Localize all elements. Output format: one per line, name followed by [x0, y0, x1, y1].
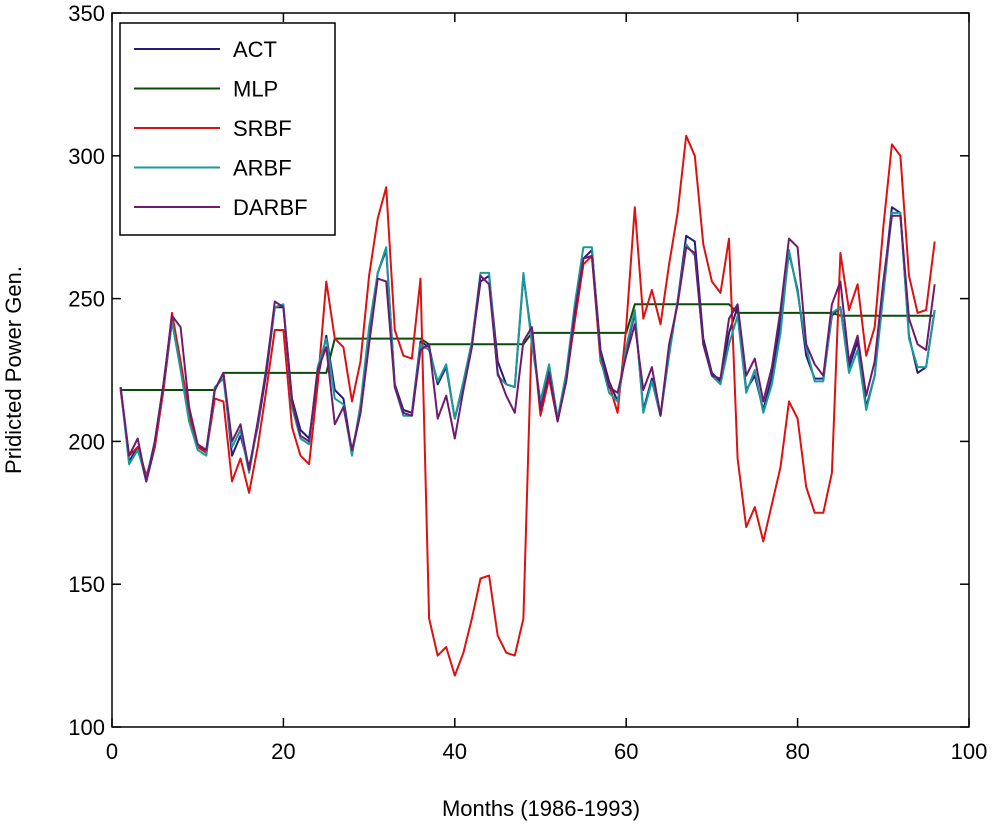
series-line-darbf [119, 214, 936, 483]
legend-label-arbf: ARBF [233, 156, 292, 181]
plot-area [111, 12, 970, 728]
y-tick-label: 200 [68, 429, 105, 454]
series-line-srbf [119, 134, 936, 677]
x-tick-label: 20 [271, 739, 295, 764]
legend-label-mlp: MLP [233, 77, 278, 102]
x-tick-label: 0 [106, 739, 118, 764]
y-tick-label: 150 [68, 572, 105, 597]
y-tick-label: 350 [68, 1, 105, 26]
series-line-mlp [120, 303, 935, 391]
legend: ACT MLP SRBF ARBF DARBF [119, 22, 336, 236]
x-tick-label: 60 [614, 739, 638, 764]
plot-frame [111, 12, 970, 728]
legend-label-darbf: DARBF [233, 195, 308, 220]
x-tick-label: 100 [951, 739, 988, 764]
x-tick-label: 80 [785, 739, 809, 764]
y-tick-label: 100 [68, 715, 105, 740]
series-layer [119, 134, 936, 677]
y-tick-label: 300 [68, 144, 105, 169]
y-tick-label: 250 [68, 287, 105, 312]
legend-label-act: ACT [233, 37, 277, 62]
y-axis-label: Pridicted Power Gen. [1, 266, 26, 474]
x-axis-label: Months (1986-1993) [442, 796, 640, 821]
legend-label-srbf: SRBF [233, 116, 292, 141]
axes-layer: 0 20 40 60 80 100 100 150 200 250 300 350 [68, 1, 987, 764]
x-tick-label: 40 [443, 739, 467, 764]
